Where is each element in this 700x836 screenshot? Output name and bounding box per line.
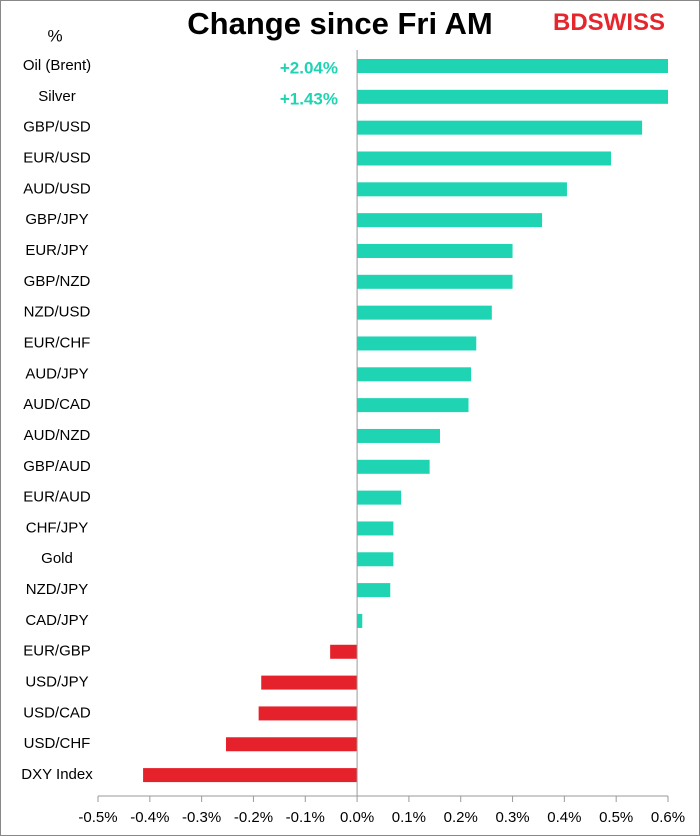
unit-label: % bbox=[47, 26, 62, 45]
y-tick-label: USD/CHF bbox=[24, 735, 91, 752]
bar bbox=[357, 398, 469, 413]
plot-area bbox=[143, 59, 668, 783]
y-tick-label: EUR/AUD bbox=[23, 489, 91, 506]
y-tick-label: EUR/USD bbox=[23, 149, 91, 166]
bar bbox=[357, 182, 567, 197]
y-tick-label: AUD/CAD bbox=[23, 396, 91, 413]
y-tick-label: AUD/NZD bbox=[24, 427, 91, 444]
y-tick-label: USD/CAD bbox=[23, 704, 91, 721]
bar bbox=[357, 336, 477, 351]
bar bbox=[357, 151, 611, 166]
x-tick-label: 0.0% bbox=[340, 809, 374, 826]
y-tick-label: CHF/JPY bbox=[26, 519, 89, 536]
y-tick-label: Silver bbox=[38, 88, 76, 105]
x-tick-label: -0.5% bbox=[78, 809, 117, 826]
value-label: +1.43% bbox=[280, 89, 338, 108]
y-tick-label: GBP/AUD bbox=[23, 458, 91, 475]
bar bbox=[357, 274, 513, 289]
y-tick-label: NZD/JPY bbox=[26, 581, 89, 598]
logo: BDSWISS bbox=[553, 9, 665, 36]
bar bbox=[258, 706, 358, 721]
bar bbox=[357, 459, 430, 474]
y-tick-label: DXY Index bbox=[21, 766, 93, 783]
bar bbox=[357, 59, 668, 73]
bar bbox=[225, 737, 358, 752]
logo-part: BD bbox=[553, 9, 588, 36]
bar bbox=[357, 367, 472, 382]
x-tick-label: 0.1% bbox=[392, 809, 426, 826]
y-tick-label: EUR/JPY bbox=[25, 242, 88, 259]
bar bbox=[357, 583, 391, 598]
chart-title: Change since Fri AM bbox=[187, 6, 492, 41]
y-tick-label: AUD/JPY bbox=[25, 365, 88, 382]
bar bbox=[357, 521, 394, 536]
bar bbox=[357, 243, 513, 258]
x-tick-label: 0.2% bbox=[444, 809, 478, 826]
bar bbox=[357, 490, 402, 505]
y-tick-label: EUR/GBP bbox=[23, 643, 91, 660]
bar bbox=[357, 89, 668, 104]
y-tick-label: AUD/USD bbox=[23, 180, 91, 197]
x-tick-label: 0.4% bbox=[547, 809, 581, 826]
bar bbox=[261, 675, 358, 690]
x-tick-label: -0.3% bbox=[182, 809, 221, 826]
y-tick-label: GBP/JPY bbox=[25, 211, 88, 228]
bar bbox=[357, 305, 492, 320]
bar bbox=[357, 120, 643, 135]
x-tick-label: -0.4% bbox=[130, 809, 169, 826]
y-tick-label: Oil (Brent) bbox=[23, 57, 91, 74]
logo-part: SWISS bbox=[588, 9, 665, 36]
y-tick-label: GBP/USD bbox=[23, 119, 91, 136]
bar bbox=[357, 213, 543, 228]
x-tick-label: 0.6% bbox=[651, 809, 685, 826]
y-tick-label: USD/JPY bbox=[25, 674, 88, 691]
y-tick-label: CAD/JPY bbox=[25, 612, 88, 629]
bar bbox=[357, 613, 363, 628]
x-tick-label: 0.5% bbox=[599, 809, 633, 826]
value-label: +2.04% bbox=[280, 58, 338, 77]
x-tick-label: 0.3% bbox=[495, 809, 529, 826]
y-tick-label: NZD/USD bbox=[24, 304, 91, 321]
bar bbox=[330, 644, 358, 659]
bar bbox=[143, 768, 358, 783]
bar bbox=[357, 552, 394, 567]
x-tick-label: -0.2% bbox=[234, 809, 273, 826]
bar bbox=[357, 428, 440, 443]
y-tick-label: EUR/CHF bbox=[24, 334, 91, 351]
x-tick-label: -0.1% bbox=[286, 809, 325, 826]
y-tick-label: GBP/NZD bbox=[24, 273, 91, 290]
y-tick-label: Gold bbox=[41, 550, 73, 567]
